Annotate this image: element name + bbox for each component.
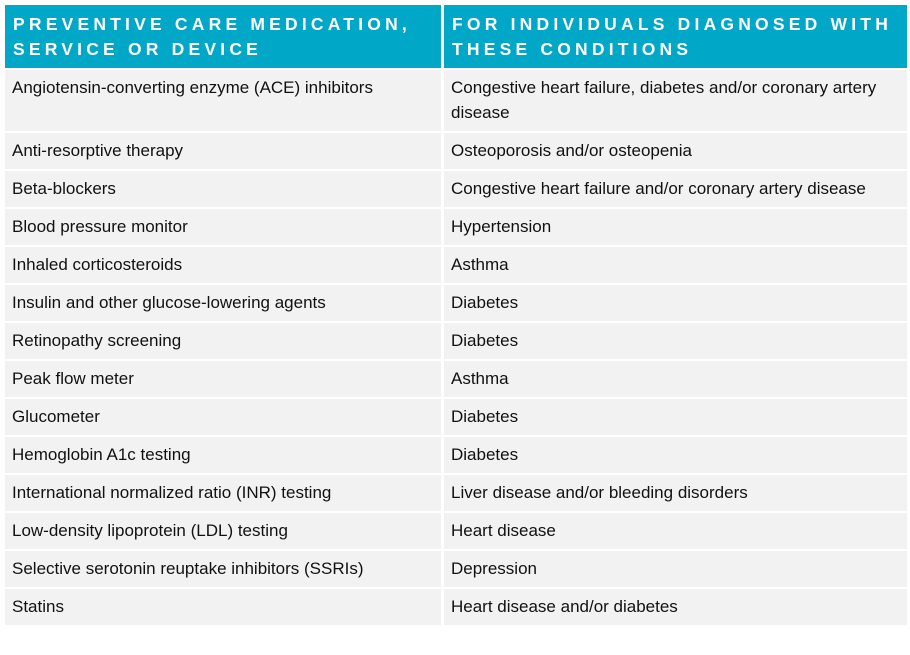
cell-condition: Liver disease and/or bleeding disorders: [444, 473, 907, 511]
table-row: Inhaled corticosteroids Asthma: [5, 245, 907, 283]
cell-condition: Diabetes: [444, 321, 907, 359]
cell-medication-service-device: Blood pressure monitor: [5, 207, 444, 245]
cell-condition: Osteoporosis and/or osteopenia: [444, 131, 907, 169]
cell-condition: Heart disease and/or diabetes: [444, 587, 907, 625]
cell-condition: Hypertension: [444, 207, 907, 245]
table-row: Anti-resorptive therapy Osteoporosis and/…: [5, 131, 907, 169]
cell-medication-service-device: Statins: [5, 587, 444, 625]
cell-medication-service-device: Insulin and other glucose-lowering agent…: [5, 283, 444, 321]
table-body: Angiotensin-converting enzyme (ACE) inhi…: [5, 68, 907, 625]
cell-condition: Diabetes: [444, 283, 907, 321]
cell-medication-service-device: Angiotensin-converting enzyme (ACE) inhi…: [5, 68, 444, 131]
cell-medication-service-device: Peak flow meter: [5, 359, 444, 397]
cell-medication-service-device: Inhaled corticosteroids: [5, 245, 444, 283]
table-row: Hemoglobin A1c testing Diabetes: [5, 435, 907, 473]
table-row: Retinopathy screening Diabetes: [5, 321, 907, 359]
cell-medication-service-device: Hemoglobin A1c testing: [5, 435, 444, 473]
table-row: International normalized ratio (INR) tes…: [5, 473, 907, 511]
cell-condition: Asthma: [444, 245, 907, 283]
table-row: Blood pressure monitor Hypertension: [5, 207, 907, 245]
table-row: Selective serotonin reuptake inhibitors …: [5, 549, 907, 587]
cell-condition: Depression: [444, 549, 907, 587]
table-row: Beta-blockers Congestive heart failure an…: [5, 169, 907, 207]
preventive-care-table: PREVENTIVE CARE MEDICATION, SERVICE OR D…: [5, 5, 907, 625]
table-row: Glucometer Diabetes: [5, 397, 907, 435]
cell-condition: Asthma: [444, 359, 907, 397]
table-row: Low-density lipoprotein (LDL) testing Hea…: [5, 511, 907, 549]
cell-medication-service-device: International normalized ratio (INR) tes…: [5, 473, 444, 511]
cell-medication-service-device: Beta-blockers: [5, 169, 444, 207]
table-row: Angiotensin-converting enzyme (ACE) inhi…: [5, 68, 907, 131]
table-row: Insulin and other glucose-lowering agent…: [5, 283, 907, 321]
cell-condition: Diabetes: [444, 397, 907, 435]
cell-medication-service-device: Retinopathy screening: [5, 321, 444, 359]
cell-medication-service-device: Low-density lipoprotein (LDL) testing: [5, 511, 444, 549]
table-row: Peak flow meter Asthma: [5, 359, 907, 397]
cell-medication-service-device: Glucometer: [5, 397, 444, 435]
cell-condition: Congestive heart failure, diabetes and/o…: [444, 68, 907, 131]
cell-condition: Heart disease: [444, 511, 907, 549]
cell-condition: Congestive heart failure and/or coronary…: [444, 169, 907, 207]
table-header-row: PREVENTIVE CARE MEDICATION, SERVICE OR D…: [5, 5, 907, 68]
table-row: Statins Heart disease and/or diabetes: [5, 587, 907, 625]
header-medication-service-device: PREVENTIVE CARE MEDICATION, SERVICE OR D…: [5, 5, 444, 68]
header-conditions: FOR INDIVIDUALS DIAGNOSED WITH THESE CON…: [444, 5, 907, 68]
cell-medication-service-device: Selective serotonin reuptake inhibitors …: [5, 549, 444, 587]
cell-medication-service-device: Anti-resorptive therapy: [5, 131, 444, 169]
cell-condition: Diabetes: [444, 435, 907, 473]
